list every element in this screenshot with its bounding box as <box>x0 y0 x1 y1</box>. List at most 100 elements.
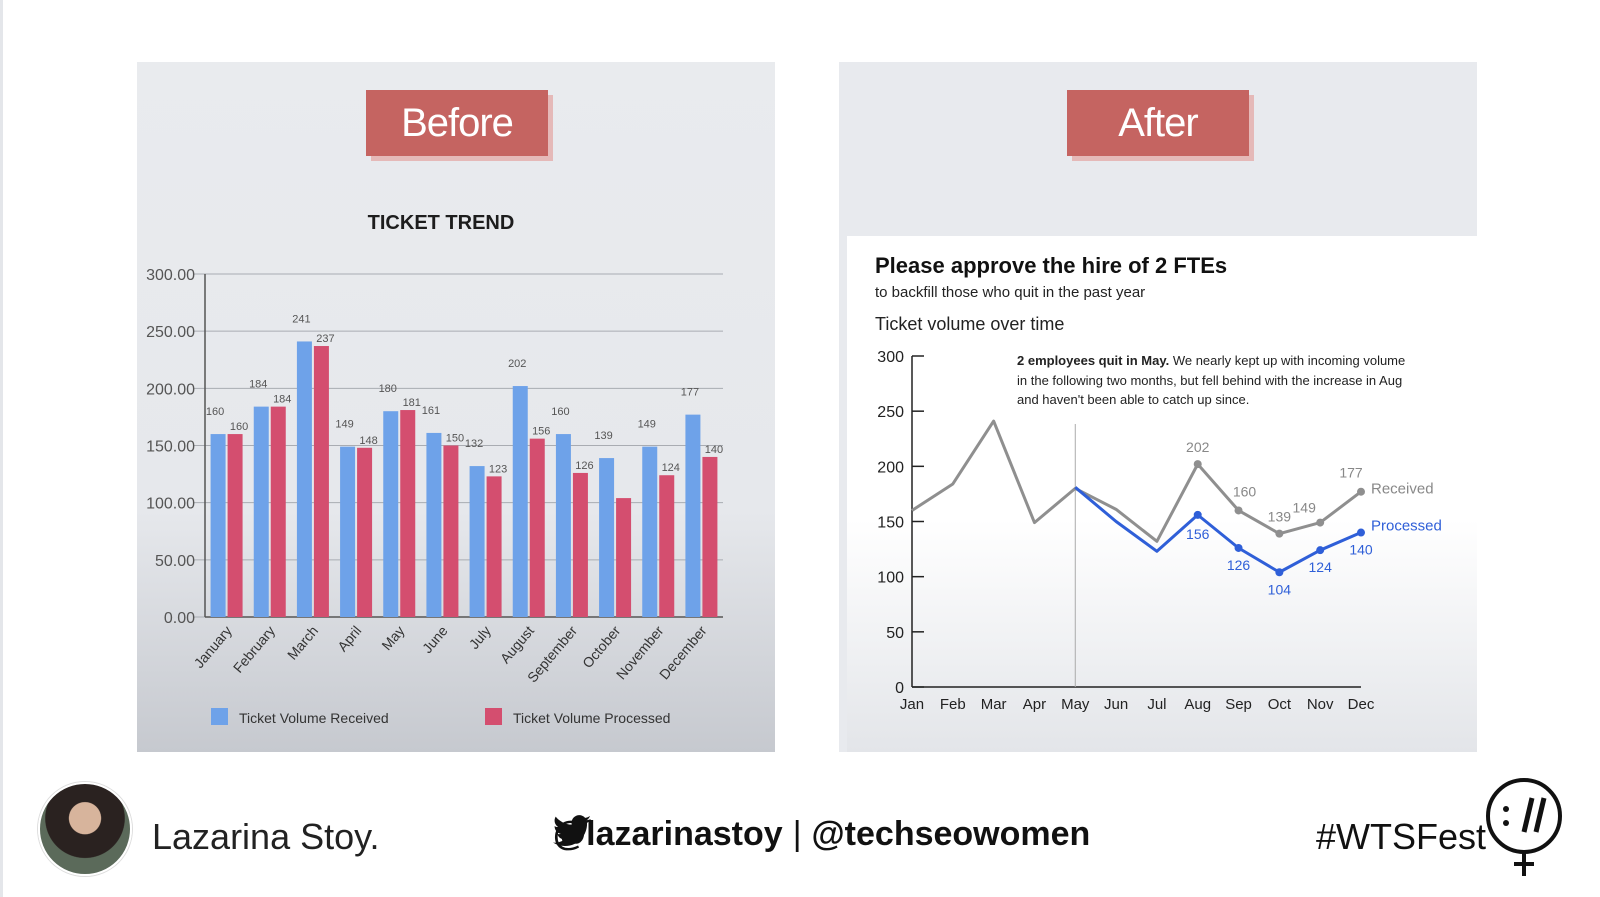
y-tick-label: 200 <box>877 459 904 476</box>
event-hashtag: #WTSFest <box>1316 816 1487 857</box>
series-label-processed: Processed <box>1371 518 1442 535</box>
after-panel: After Please approve the hire of 2 FTEs t… <box>839 62 1477 752</box>
bar-received <box>599 458 615 617</box>
data-label-received: 180 <box>379 383 397 395</box>
series-label-received: Received <box>1371 481 1434 498</box>
x-tick-label: June <box>419 622 451 656</box>
data-label-processed: 150 <box>446 433 464 445</box>
bar-received <box>340 446 356 617</box>
handle-lazarinastoy[interactable]: @lazarinastoy <box>553 815 783 853</box>
y-tick-label: 0 <box>895 680 904 697</box>
point-processed <box>1316 546 1325 555</box>
x-tick-label: Feb <box>940 696 966 713</box>
y-tick-label: 150.00 <box>146 439 195 456</box>
data-label-received: 161 <box>422 405 440 417</box>
y-tick-label: 150 <box>877 515 904 532</box>
bar-received <box>685 414 701 617</box>
after-headline: Please approve the hire of 2 FTEs <box>875 253 1227 278</box>
y-tick-label: 50 <box>886 625 904 642</box>
bar-processed <box>313 346 329 617</box>
legend-swatch-received <box>211 708 228 725</box>
left-edge-rule <box>0 0 3 897</box>
before-chart-title: TICKET TREND <box>368 212 515 234</box>
data-label-processed: 124 <box>1309 559 1333 575</box>
handle-techseowomen[interactable]: @techseowomen <box>811 815 1091 853</box>
y-tick-label: 300 <box>877 349 904 366</box>
y-tick-label: 300.00 <box>146 267 195 284</box>
bar-received <box>210 434 226 617</box>
x-tick-label: Jun <box>1104 696 1128 713</box>
bar-processed <box>270 406 286 617</box>
before-panel: Before TICKET TREND 0.00 50.00 100.00 150.00… <box>137 62 775 752</box>
annotation-rest: We nearly kept up with incoming volume <box>1169 353 1405 368</box>
data-label-processed: 126 <box>575 460 593 472</box>
point-processed <box>1275 568 1284 577</box>
before-bar-chart: TICKET TREND 0.00 50.00 100.00 150.00 200.00 2… <box>146 212 723 726</box>
data-label-received: 149 <box>638 419 656 431</box>
point-received <box>1275 529 1284 538</box>
series-line-processed <box>1074 486 1362 574</box>
x-tick-label: Sep <box>1225 696 1252 713</box>
after-subheadline: to backfill those who quit in the past y… <box>875 284 1145 301</box>
after-card <box>847 236 1477 752</box>
y-tick-label: 250 <box>877 404 904 421</box>
before-tag: Before <box>366 90 548 156</box>
x-tick-label: Apr <box>1023 696 1046 713</box>
data-label-received: 149 <box>1293 500 1317 516</box>
data-label-processed: 237 <box>316 333 334 345</box>
legend-label-received: Ticket Volume Received <box>239 710 389 726</box>
x-tick-label: October <box>579 622 623 671</box>
annotation-line-2: in the following two months, but fell be… <box>1017 373 1402 388</box>
annotation-bold: 2 employees quit in May. <box>1017 353 1169 368</box>
data-label-received: 139 <box>594 430 612 442</box>
bar-received <box>383 411 399 617</box>
point-received <box>1234 506 1243 515</box>
legend-label-processed: Ticket Volume Processed <box>513 710 670 726</box>
data-label-received: 177 <box>681 387 699 399</box>
data-label-received: 139 <box>1268 509 1292 525</box>
x-tick-label: Dec <box>1348 696 1375 713</box>
data-label-received: 241 <box>292 313 310 325</box>
data-label-received: 202 <box>1186 439 1210 455</box>
y-tick-label: 100.00 <box>146 496 195 513</box>
x-tick-label: April <box>334 623 364 655</box>
x-tick-label: Mar <box>981 696 1007 713</box>
data-label-processed: 123 <box>489 463 507 475</box>
data-label-received: 160 <box>1233 483 1257 499</box>
series-line-received <box>911 419 1362 543</box>
social-handles: @lazarinastoy | @techseowomen <box>553 815 1090 854</box>
y-tick-label: 0.00 <box>164 610 195 627</box>
data-label-processed: 126 <box>1227 557 1251 573</box>
x-tick-label: August <box>497 623 537 667</box>
avatar <box>38 782 132 876</box>
data-label-processed: 156 <box>1186 526 1210 542</box>
data-label-received: 177 <box>1339 465 1363 481</box>
bar-received <box>642 446 658 617</box>
point-received <box>1316 518 1325 527</box>
x-tick-label: January <box>191 623 235 671</box>
data-label-received: 202 <box>508 358 526 370</box>
data-label-processed: 140 <box>705 444 723 456</box>
bar-processed <box>486 476 502 617</box>
bar-processed <box>529 438 545 617</box>
bar-received <box>469 466 485 617</box>
bar-processed <box>357 447 373 617</box>
x-tick-label: March <box>284 623 321 663</box>
data-label-received: 132 <box>465 438 483 450</box>
y-tick-label: 250.00 <box>146 324 195 341</box>
annotation-line-1: 2 employees quit in May. We nearly kept … <box>1017 353 1405 368</box>
data-label-received: 160 <box>206 406 224 418</box>
data-label-processed: 104 <box>1268 581 1292 597</box>
x-tick-label: May <box>1061 696 1090 713</box>
data-label-received: 160 <box>551 406 569 418</box>
x-tick-label: Jul <box>1147 696 1166 713</box>
point-processed <box>1234 543 1243 552</box>
handle-separator: | <box>792 815 802 853</box>
data-label-processed: 160 <box>230 421 248 433</box>
data-label-processed: 124 <box>662 462 680 474</box>
x-tick-label: Nov <box>1307 696 1334 713</box>
speaker-name: Lazarina Stoy. <box>152 816 380 857</box>
legend-swatch-processed <box>485 708 502 725</box>
x-tick-label: May <box>378 623 407 654</box>
bar-processed <box>659 475 675 617</box>
